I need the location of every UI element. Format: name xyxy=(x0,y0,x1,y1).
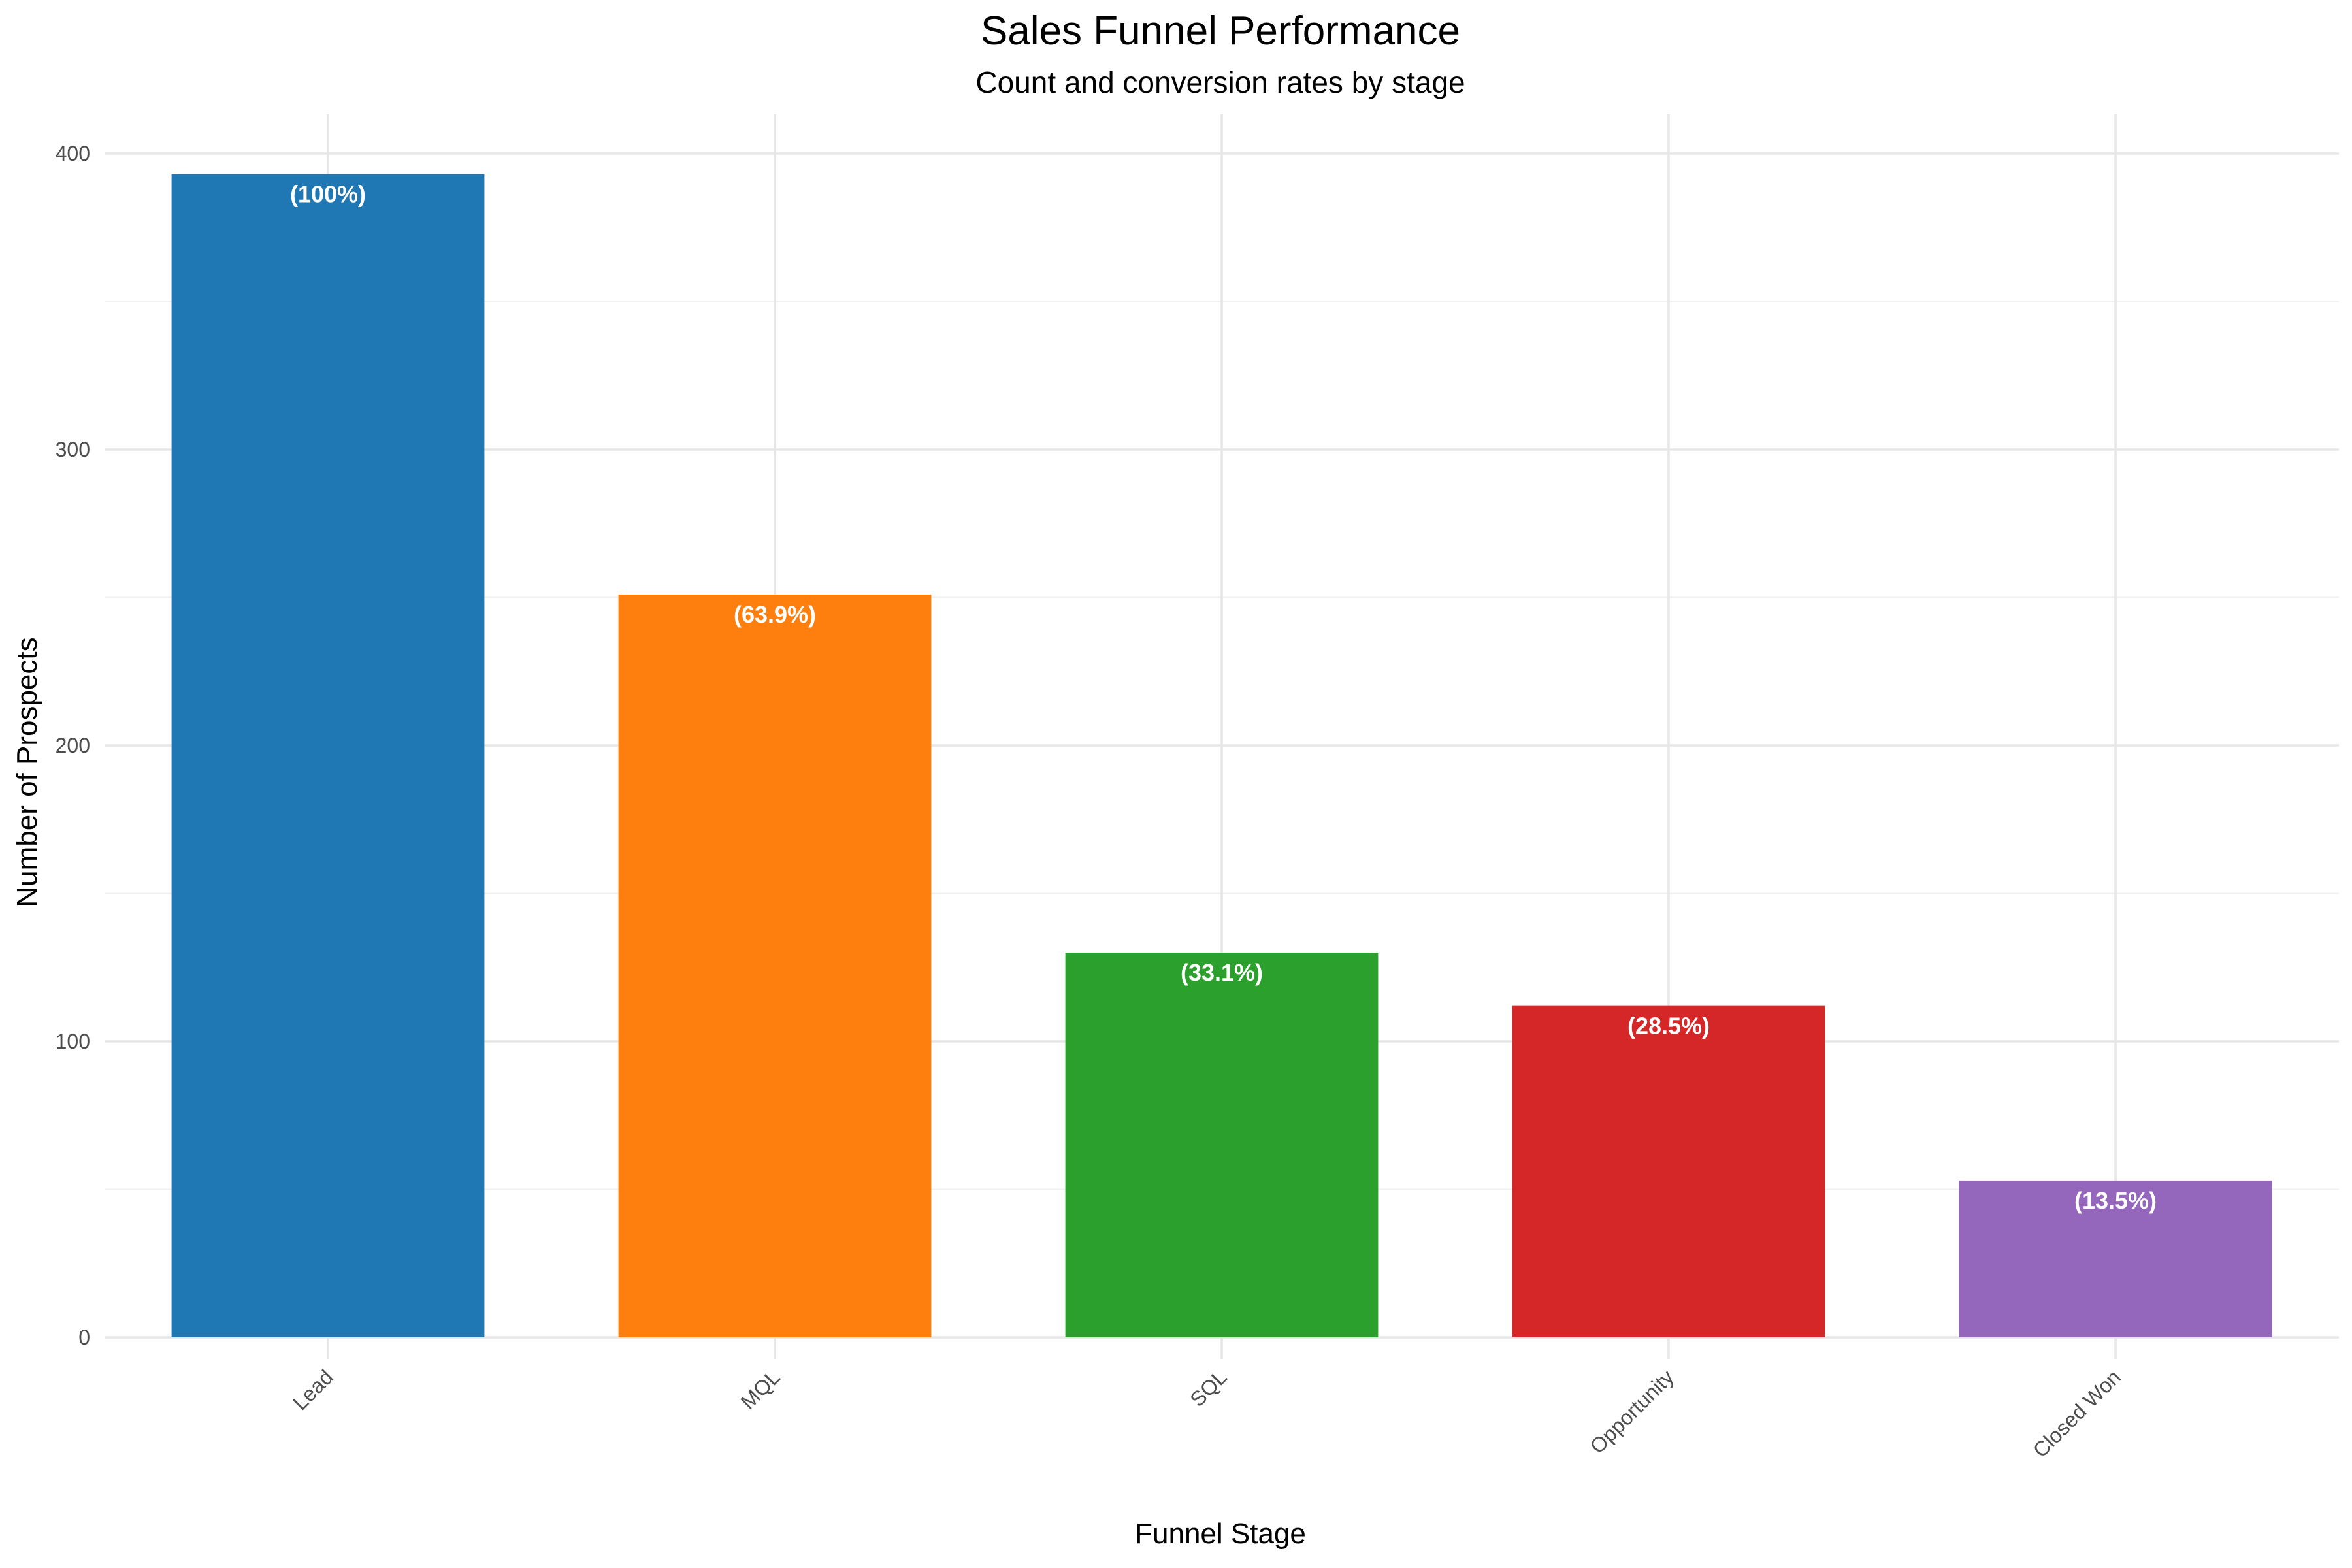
bars-layer xyxy=(171,174,2272,1338)
x-tick-label: MQL xyxy=(736,1365,784,1413)
y-tick-labels: 0 100 200 300 400 xyxy=(56,142,90,1349)
bar-labels-layer: (100%) (63.9%) (33.1%) (28.5%) (13.5%) xyxy=(290,181,2157,1214)
bar-label: (28.5%) xyxy=(1627,1013,1710,1039)
y-tick-label: 400 xyxy=(56,142,90,165)
bar-opportunity xyxy=(1512,1005,1825,1337)
bar-sql xyxy=(1065,953,1379,1337)
x-axis-title: Funnel Stage xyxy=(1135,1518,1306,1550)
x-tick-label: SQL xyxy=(1185,1365,1232,1411)
y-tick-label: 100 xyxy=(56,1030,90,1053)
x-tick-labels: Lead MQL SQL Opportunity Closed Won xyxy=(288,1365,2125,1462)
chart-subtitle: Count and conversion rates by stage xyxy=(975,65,1465,99)
x-tick-label: Opportunity xyxy=(1586,1365,1678,1458)
y-axis-title: Number of Prospects xyxy=(11,637,43,907)
x-tick-label: Closed Won xyxy=(2029,1365,2125,1462)
bar-label: (13.5%) xyxy=(2074,1187,2157,1214)
y-tick-label: 200 xyxy=(56,734,90,757)
y-tick-label: 300 xyxy=(56,438,90,461)
chart-title: Sales Funnel Performance xyxy=(981,8,1460,54)
bar-label: (33.1%) xyxy=(1181,959,1263,986)
bar-closed-won xyxy=(1959,1180,2272,1337)
x-tick-label: Lead xyxy=(288,1365,338,1414)
bar-label: (100%) xyxy=(290,181,366,208)
bar-lead xyxy=(171,174,485,1338)
y-tick-label: 0 xyxy=(78,1326,90,1349)
bar-mql xyxy=(618,594,932,1337)
bar-label: (63.9%) xyxy=(734,601,816,628)
